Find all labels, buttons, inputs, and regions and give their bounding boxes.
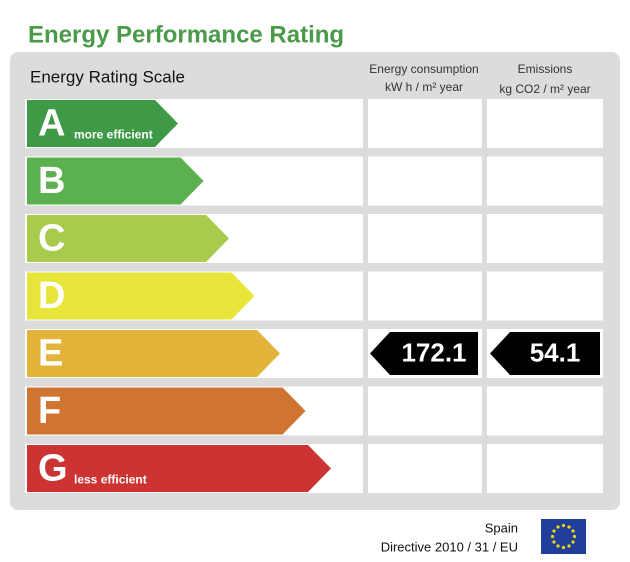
- value-box: [487, 156, 603, 206]
- column-header: Emissions: [518, 62, 573, 76]
- rating-arrow: [27, 445, 331, 492]
- value-box: [487, 99, 603, 148]
- eu-star: [561, 545, 566, 550]
- value-arrow: [370, 332, 478, 375]
- rating-arrow: [27, 100, 178, 147]
- rating-letter: F: [38, 390, 61, 432]
- eu-star: [550, 534, 555, 539]
- rating-letter: G: [38, 448, 68, 490]
- value-box: [368, 214, 482, 263]
- eu-star: [556, 525, 560, 529]
- rating-arrow: [27, 215, 229, 262]
- column-header: Energy consumption: [369, 62, 478, 76]
- value-box: [487, 444, 603, 493]
- rating-letter: A: [38, 103, 65, 145]
- rating-arrow: [27, 272, 255, 320]
- value-box: [368, 99, 482, 148]
- rating-letter: B: [38, 160, 65, 202]
- value-box: [487, 214, 603, 263]
- value-label: 172.1: [401, 337, 466, 367]
- value-box: [368, 156, 482, 206]
- eu-star: [561, 523, 566, 528]
- value-box: [487, 386, 603, 436]
- eu-stars: [550, 523, 577, 550]
- rating-arrow: [27, 157, 204, 205]
- value-arrow: [490, 332, 600, 375]
- eu-star: [556, 544, 560, 548]
- value-box: [368, 271, 482, 321]
- country: Spain: [485, 520, 518, 535]
- eu-star: [552, 529, 556, 533]
- rating-arrow: [27, 387, 306, 435]
- rating-letter: D: [38, 275, 65, 317]
- eu-star: [571, 540, 575, 544]
- eu-star: [572, 534, 577, 539]
- eu-star: [567, 544, 571, 548]
- value-box: [368, 444, 482, 493]
- value-box: [487, 271, 603, 321]
- scale-title: Energy Rating Scale: [30, 67, 185, 86]
- rating-note: more efficient: [74, 128, 153, 142]
- rating-letter: C: [38, 218, 65, 260]
- value-label: 54.1: [530, 337, 581, 367]
- rating-note: less efficient: [74, 473, 147, 487]
- column-unit: kW h / m² year: [385, 80, 463, 94]
- value-box: [368, 386, 482, 436]
- directive: Directive 2010 / 31 / EU: [381, 539, 518, 554]
- rating-arrow: [27, 330, 280, 377]
- eu-star: [552, 540, 556, 544]
- title: Energy Performance Rating: [28, 21, 344, 48]
- eu-star: [567, 525, 571, 529]
- eu-star: [571, 529, 575, 533]
- rating-letter: E: [38, 333, 63, 375]
- column-unit: kg CO2 / m² year: [499, 82, 590, 96]
